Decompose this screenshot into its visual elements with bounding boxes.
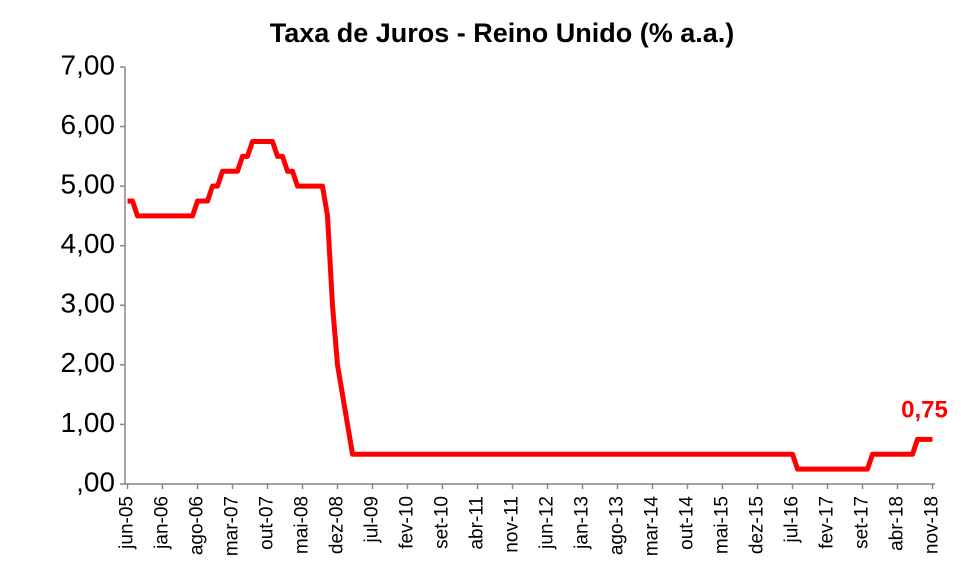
x-tick-label: nov-18 (922, 496, 943, 554)
x-tick-label: nov-11 (502, 496, 523, 553)
x-tick-label: ago-13 (607, 496, 628, 555)
y-tick-label: ,00 (76, 466, 115, 497)
x-tick-label: jul-09 (362, 496, 383, 543)
x-tick-label: ago-06 (187, 496, 208, 555)
x-tick-label: dez-15 (747, 496, 768, 554)
chart-title: Taxa de Juros - Reino Unido (% a.a.) (270, 18, 735, 48)
x-tick-label: fev-10 (397, 496, 418, 549)
y-tick-label: 1,00 (61, 407, 116, 438)
x-tick-label: out-14 (677, 496, 698, 550)
y-tick-label: 3,00 (61, 288, 116, 319)
x-tick-label: mai-08 (292, 496, 313, 554)
x-tick-label: abr-11 (467, 496, 488, 550)
x-tick-label: dez-08 (327, 496, 348, 554)
x-tick-label: mar-07 (222, 496, 243, 556)
x-tick-label: mai-15 (712, 496, 733, 554)
x-tick-label: jan-06 (152, 496, 173, 550)
x-tick-label: jun-12 (537, 496, 558, 550)
y-tick-label: 6,00 (61, 109, 116, 140)
x-tick-label: set-10 (432, 496, 453, 549)
y-tick-label: 7,00 (61, 49, 116, 80)
data-label: 0,75 (901, 397, 948, 424)
y-tick-label: 5,00 (61, 169, 116, 200)
x-tick-label: abr-18 (887, 496, 908, 551)
x-tick-label: mar-14 (642, 496, 663, 557)
y-tick-label: 4,00 (61, 228, 116, 259)
x-tick-label: fev-17 (817, 496, 838, 549)
x-tick-label: jan-13 (572, 496, 593, 550)
x-tick-label: jun-05 (117, 496, 138, 550)
x-tick-label: jul-16 (782, 496, 803, 543)
y-tick-label: 2,00 (61, 347, 116, 378)
data-line (127, 138, 933, 472)
x-tick-label: out-07 (257, 496, 278, 550)
x-tick-label: set-17 (852, 496, 873, 549)
